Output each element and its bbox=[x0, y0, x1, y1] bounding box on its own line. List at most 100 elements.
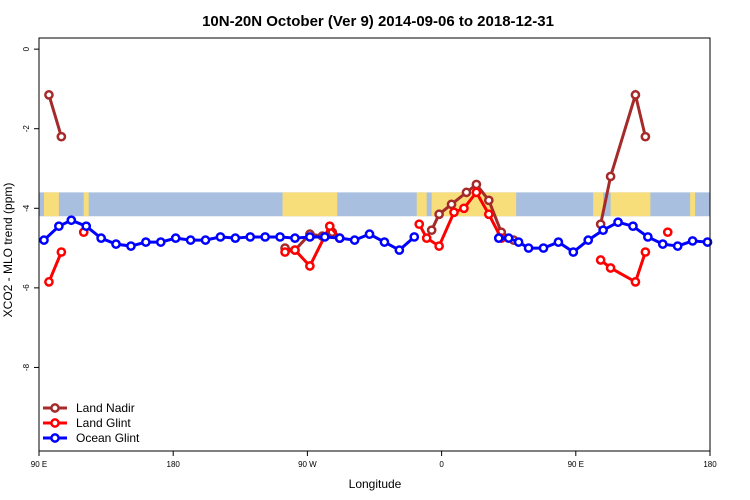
series-line bbox=[498, 220, 708, 254]
data-point bbox=[44, 90, 54, 100]
data-point bbox=[324, 221, 335, 232]
data-point bbox=[434, 241, 444, 251]
data-point bbox=[44, 277, 54, 287]
x-tick-label: 180 bbox=[167, 460, 181, 469]
data-point bbox=[305, 261, 315, 271]
map-land-patch bbox=[416, 192, 427, 217]
data-point bbox=[305, 232, 315, 242]
data-point bbox=[96, 233, 106, 243]
data-point bbox=[66, 215, 77, 226]
plot-frame bbox=[38, 37, 711, 452]
data-point bbox=[471, 179, 482, 190]
data-point bbox=[260, 232, 271, 242]
legend-marker bbox=[50, 433, 60, 443]
data-point bbox=[200, 235, 211, 245]
legend-item: Ocean Glint bbox=[43, 431, 140, 445]
map-land-patch bbox=[282, 192, 338, 217]
series-line bbox=[599, 89, 647, 225]
data-point bbox=[483, 195, 494, 206]
series-line bbox=[47, 251, 63, 283]
legend-label: Ocean Glint bbox=[76, 431, 140, 445]
data-point bbox=[54, 221, 64, 232]
data-point bbox=[613, 217, 623, 228]
data-point bbox=[503, 233, 514, 243]
series-ocean-glint bbox=[39, 215, 713, 257]
data-point bbox=[379, 237, 390, 247]
y-tick-label: -2 bbox=[22, 125, 31, 133]
legend-item: Land Nadir bbox=[43, 401, 135, 415]
data-point bbox=[493, 233, 504, 243]
legend-marker bbox=[50, 403, 60, 413]
data-point bbox=[702, 237, 713, 247]
y-tick-label: -8 bbox=[22, 363, 31, 371]
legend-label: Land Nadir bbox=[76, 401, 135, 415]
data-point bbox=[630, 90, 641, 100]
data-point bbox=[605, 171, 616, 182]
data-point bbox=[364, 229, 375, 240]
data-point bbox=[446, 199, 457, 210]
series-land-nadir bbox=[44, 89, 651, 255]
data-point bbox=[126, 241, 136, 251]
data-point bbox=[290, 233, 300, 243]
series-group bbox=[39, 89, 713, 287]
map-band bbox=[39, 192, 710, 217]
data-point bbox=[319, 232, 330, 242]
data-point bbox=[434, 209, 444, 220]
x-tick-label: 0 bbox=[439, 460, 444, 469]
y-axis-label: XCO2 - MLO trend (ppm) bbox=[1, 183, 15, 318]
y-tick-label: 0 bbox=[22, 46, 31, 51]
y-tick-label: -4 bbox=[22, 204, 31, 212]
y-axis: 0 -2 -4 -6 -8 bbox=[22, 46, 39, 371]
data-point bbox=[483, 209, 494, 220]
data-point bbox=[568, 247, 579, 257]
data-point bbox=[39, 235, 49, 245]
data-point bbox=[459, 203, 469, 214]
series-line bbox=[599, 251, 647, 285]
data-point bbox=[56, 247, 67, 257]
data-point bbox=[471, 187, 482, 198]
data-point bbox=[605, 263, 616, 273]
map-land-patch bbox=[43, 192, 59, 217]
data-point bbox=[449, 207, 459, 218]
legend-label: Land Glint bbox=[76, 416, 131, 430]
data-point bbox=[513, 237, 524, 247]
legend-item: Land Glint bbox=[43, 416, 131, 430]
data-point bbox=[56, 131, 67, 142]
data-point bbox=[643, 232, 653, 242]
data-point bbox=[275, 232, 285, 242]
x-tick-label: 90 E bbox=[568, 460, 584, 469]
map-land-patch bbox=[690, 192, 696, 217]
data-point bbox=[414, 219, 425, 230]
y-tick-label: -6 bbox=[22, 284, 31, 292]
data-point bbox=[538, 243, 549, 253]
data-point bbox=[394, 245, 405, 255]
data-point bbox=[111, 239, 121, 249]
data-point bbox=[141, 237, 151, 247]
data-point bbox=[334, 233, 345, 243]
data-point bbox=[185, 235, 196, 245]
data-point bbox=[349, 235, 360, 245]
data-point bbox=[598, 225, 608, 236]
x-tick-label: 90 E bbox=[31, 460, 47, 469]
x-axis-label: Longitude bbox=[349, 477, 402, 491]
data-point bbox=[81, 221, 92, 232]
map-band-ocean bbox=[39, 192, 710, 217]
data-point bbox=[595, 255, 606, 265]
data-point bbox=[280, 247, 290, 257]
data-point bbox=[461, 187, 472, 198]
map-land-patch bbox=[83, 192, 89, 217]
data-point bbox=[215, 232, 226, 242]
data-point bbox=[553, 237, 564, 247]
data-point bbox=[245, 232, 256, 242]
data-point bbox=[687, 236, 698, 246]
map-land-patch bbox=[610, 192, 651, 217]
data-point bbox=[662, 227, 673, 238]
data-point bbox=[630, 277, 641, 287]
series-land-glint bbox=[44, 187, 673, 287]
x-axis: 90 E 180 90 W 0 90 E 180 bbox=[31, 451, 717, 469]
data-point bbox=[583, 235, 594, 245]
data-point bbox=[426, 225, 437, 236]
data-point bbox=[640, 131, 651, 142]
